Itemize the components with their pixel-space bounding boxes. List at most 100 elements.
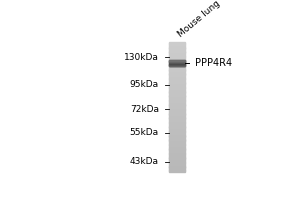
Bar (169, 127, 185, 129)
Bar (169, 162, 185, 164)
Bar (169, 114, 185, 116)
Bar (169, 147, 185, 149)
Bar (169, 165, 185, 167)
Bar (169, 91, 185, 93)
Bar (169, 118, 185, 120)
Bar (169, 149, 185, 151)
Bar (169, 65, 185, 66)
Text: 43kDa: 43kDa (130, 157, 159, 166)
Bar (169, 86, 185, 88)
Bar (169, 64, 185, 65)
Bar (169, 43, 185, 45)
Bar (169, 58, 185, 59)
Bar (169, 103, 185, 105)
Bar (169, 70, 185, 72)
Bar (169, 54, 185, 55)
Bar (169, 42, 185, 44)
Bar (169, 160, 185, 161)
Bar (169, 116, 185, 118)
Bar (169, 61, 185, 63)
Bar (169, 167, 185, 169)
Bar (169, 166, 185, 168)
Text: 55kDa: 55kDa (130, 128, 159, 137)
Text: 130kDa: 130kDa (124, 53, 159, 62)
Bar (169, 170, 185, 172)
Bar (169, 142, 185, 143)
Bar (169, 100, 185, 102)
Bar (169, 73, 185, 75)
Bar (169, 138, 185, 140)
Bar (169, 64, 185, 66)
Bar (169, 111, 185, 112)
Bar (169, 61, 185, 62)
Bar (169, 60, 185, 61)
Bar (169, 69, 185, 71)
Bar (169, 63, 185, 64)
Bar (169, 68, 185, 70)
Bar (169, 161, 185, 163)
Bar (169, 140, 185, 142)
Bar (169, 151, 185, 152)
Bar (169, 133, 185, 134)
Bar (169, 78, 185, 80)
Bar (169, 125, 185, 127)
Bar (169, 143, 185, 145)
Bar (169, 126, 185, 128)
Bar (169, 87, 185, 89)
Bar (169, 60, 185, 62)
Bar (169, 82, 185, 84)
Bar (169, 155, 185, 156)
Bar (169, 51, 185, 53)
Bar (169, 131, 185, 133)
Bar (169, 61, 185, 62)
Bar (169, 144, 185, 146)
Bar (169, 135, 185, 137)
Bar (169, 92, 185, 94)
Bar (169, 169, 185, 171)
Bar (169, 129, 185, 130)
Text: Mouse lung: Mouse lung (176, 0, 222, 39)
Bar (169, 83, 185, 85)
Bar (169, 72, 185, 74)
Bar (169, 124, 185, 125)
Bar (169, 148, 185, 150)
Bar (169, 99, 185, 101)
Bar (169, 60, 185, 61)
Bar (169, 76, 185, 77)
Bar (169, 109, 185, 111)
Bar (169, 77, 185, 79)
Bar (169, 156, 185, 158)
Bar (169, 81, 185, 83)
Bar (169, 157, 185, 159)
Bar (169, 63, 185, 64)
Bar (169, 90, 185, 92)
Bar (169, 153, 185, 155)
Bar (169, 139, 185, 141)
Bar (169, 121, 185, 123)
Bar (169, 134, 185, 136)
Bar (169, 112, 185, 114)
Text: PPP4R4: PPP4R4 (195, 58, 232, 68)
Bar (169, 164, 185, 165)
Text: 95kDa: 95kDa (130, 80, 159, 89)
Bar (169, 94, 185, 96)
Bar (169, 122, 185, 124)
Bar (169, 74, 185, 76)
Bar (169, 85, 185, 86)
Bar (169, 158, 185, 160)
Bar (169, 65, 185, 66)
Bar (169, 59, 185, 61)
Bar (169, 89, 185, 90)
Bar (169, 46, 185, 48)
Bar (169, 117, 185, 119)
Bar (169, 96, 185, 98)
Bar (169, 65, 185, 67)
Bar (169, 146, 185, 147)
Bar (169, 104, 185, 106)
Bar (169, 50, 185, 52)
Bar (169, 45, 185, 46)
Text: 72kDa: 72kDa (130, 105, 159, 114)
Bar (169, 52, 185, 54)
Bar (169, 67, 185, 68)
Bar (169, 98, 185, 99)
